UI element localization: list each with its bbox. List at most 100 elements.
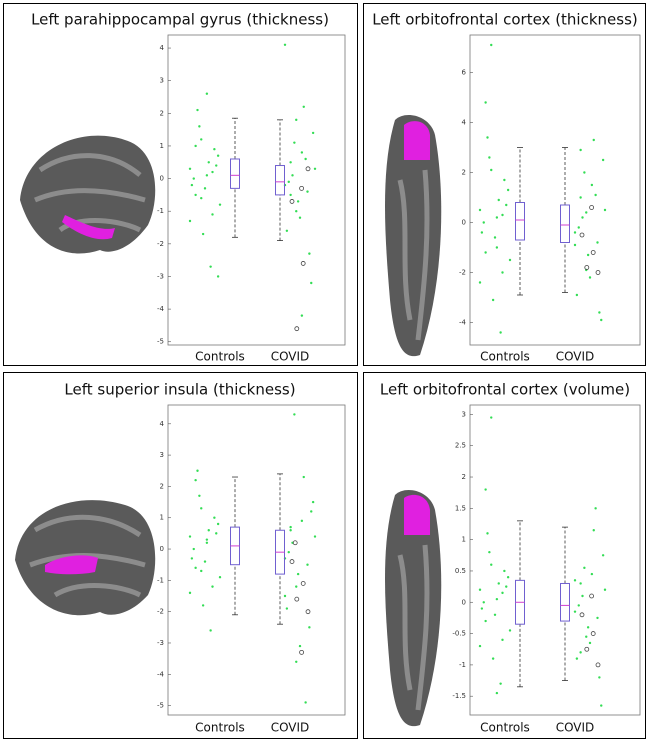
data-point bbox=[579, 148, 582, 152]
data-point bbox=[478, 281, 482, 284]
data-point bbox=[501, 638, 504, 642]
box bbox=[560, 204, 570, 243]
panel-title: Left parahippocampal gyrus (thickness) bbox=[31, 11, 329, 29]
brain-ventral bbox=[385, 115, 442, 357]
data-point bbox=[600, 704, 603, 707]
data-point bbox=[493, 613, 497, 616]
data-point bbox=[194, 478, 197, 482]
y-tick-label: 0 bbox=[160, 545, 164, 553]
data-point bbox=[579, 582, 582, 585]
data-point bbox=[577, 226, 580, 229]
data-point bbox=[190, 557, 194, 560]
y-tick-label: -1 bbox=[459, 661, 466, 669]
brain-lateral bbox=[20, 135, 156, 254]
data-point bbox=[200, 569, 203, 573]
y-tick-label: 3 bbox=[160, 77, 164, 85]
data-point bbox=[198, 125, 201, 128]
data-point bbox=[188, 167, 192, 170]
y-tick-label: 1 bbox=[160, 142, 164, 150]
panel-title: Left orbitofrontal cortex (thickness) bbox=[372, 11, 638, 29]
y-tick-label: -4 bbox=[157, 670, 165, 678]
y-tick-label: 4 bbox=[462, 119, 467, 127]
outlier bbox=[579, 232, 585, 238]
data-point bbox=[573, 243, 577, 247]
outlier bbox=[579, 612, 585, 618]
data-point bbox=[590, 572, 594, 576]
data-point bbox=[192, 177, 195, 180]
data-point bbox=[295, 585, 298, 588]
data-point bbox=[295, 210, 298, 213]
data-point bbox=[302, 105, 305, 108]
data-point bbox=[497, 198, 500, 202]
x-tick-label: COVID bbox=[271, 350, 310, 364]
data-point bbox=[213, 516, 216, 519]
data-point bbox=[596, 616, 599, 620]
data-point bbox=[585, 211, 588, 214]
data-point bbox=[287, 180, 290, 184]
data-point bbox=[207, 161, 210, 164]
outlier bbox=[589, 205, 594, 210]
outlier bbox=[294, 326, 300, 332]
data-point bbox=[304, 701, 307, 704]
data-point bbox=[493, 236, 497, 239]
data-point bbox=[495, 597, 499, 601]
data-point bbox=[600, 318, 603, 322]
box bbox=[230, 158, 240, 189]
data-point bbox=[503, 178, 506, 182]
outlier bbox=[299, 649, 305, 655]
data-point bbox=[573, 579, 577, 582]
panel-frame bbox=[3, 3, 358, 366]
outlier bbox=[584, 646, 590, 652]
data-point bbox=[505, 203, 508, 207]
data-point bbox=[203, 560, 207, 563]
data-point bbox=[203, 187, 207, 190]
data-point bbox=[490, 416, 493, 419]
x-tick-label: Controls bbox=[195, 350, 245, 364]
data-point bbox=[499, 682, 502, 685]
data-point bbox=[308, 626, 311, 629]
y-tick-label: 4 bbox=[160, 420, 165, 428]
data-point bbox=[482, 601, 485, 604]
y-tick-label: 0 bbox=[160, 175, 164, 183]
x-tick-label: COVID bbox=[271, 721, 310, 735]
data-point bbox=[508, 629, 512, 632]
data-point bbox=[486, 532, 489, 535]
y-tick-label: 0 bbox=[462, 598, 466, 606]
outlier bbox=[300, 581, 306, 586]
data-point bbox=[209, 629, 212, 632]
data-point bbox=[209, 265, 212, 268]
panel-title: Left orbitofrontal cortex (volume) bbox=[380, 381, 630, 399]
y-tick-label: 2 bbox=[160, 482, 164, 490]
data-point bbox=[490, 563, 493, 566]
outlier bbox=[305, 166, 311, 172]
outlier bbox=[294, 596, 300, 602]
data-point bbox=[575, 293, 579, 297]
outlier bbox=[299, 185, 305, 191]
data-point bbox=[285, 229, 289, 232]
data-point bbox=[598, 311, 601, 314]
data-point bbox=[603, 208, 607, 212]
data-point bbox=[289, 161, 292, 164]
data-point bbox=[213, 148, 216, 151]
data-point bbox=[201, 232, 205, 236]
data-point bbox=[490, 168, 493, 172]
y-tick-label: 6 bbox=[462, 69, 467, 77]
data-point bbox=[296, 572, 300, 576]
y-tick-label: -3 bbox=[157, 272, 164, 280]
data-point bbox=[200, 196, 203, 200]
data-point bbox=[506, 576, 510, 579]
plot-frame bbox=[469, 404, 641, 716]
plot-frame bbox=[469, 34, 641, 346]
data-point bbox=[585, 635, 588, 638]
data-point bbox=[488, 550, 491, 554]
data-point bbox=[478, 588, 482, 591]
plot-frame bbox=[167, 34, 346, 346]
data-point bbox=[311, 131, 315, 135]
y-tick-label: 0 bbox=[462, 219, 466, 227]
data-point bbox=[586, 626, 590, 629]
y-tick-label: 1 bbox=[160, 514, 164, 522]
data-point bbox=[601, 554, 605, 557]
data-point bbox=[501, 213, 504, 217]
data-point bbox=[215, 532, 218, 535]
data-point bbox=[486, 136, 489, 139]
